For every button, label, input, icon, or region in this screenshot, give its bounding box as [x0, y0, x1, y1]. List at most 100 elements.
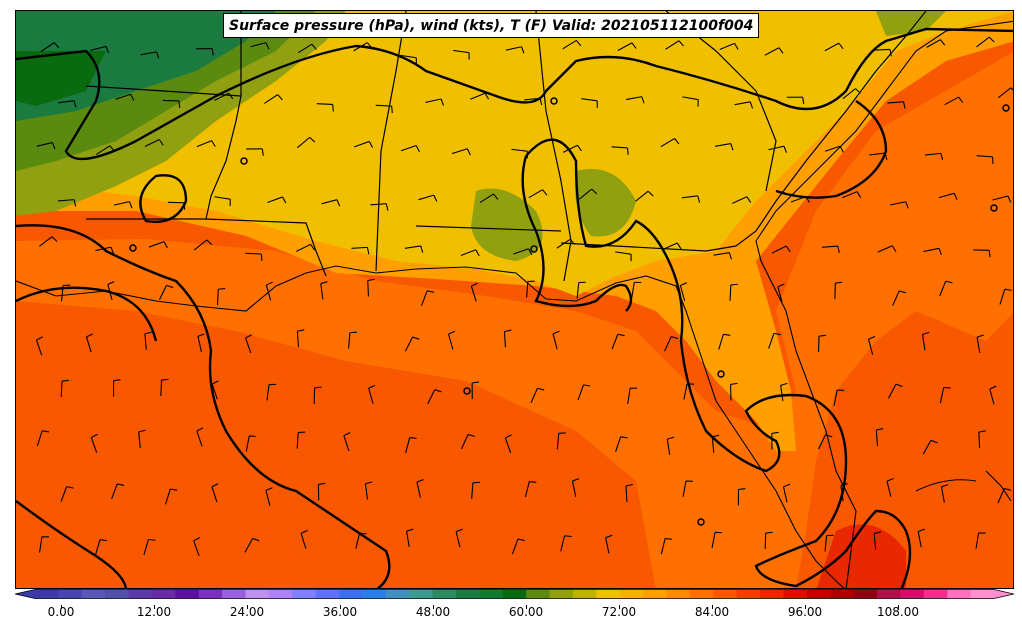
- colorbar-tick-mark: [526, 605, 527, 609]
- wind-barb-shaft: [320, 283, 324, 300]
- wind-barb-flag: [128, 201, 133, 209]
- colorbar-cell: [713, 589, 738, 599]
- wind-barb-flag: [671, 336, 679, 340]
- wind-barb-shaft: [245, 435, 250, 452]
- wind-barb-shaft: [162, 99, 179, 102]
- wind-barb-shaft: [578, 188, 593, 200]
- wind-barb-flag: [433, 194, 438, 202]
- wind-barb-flag: [738, 488, 746, 491]
- wind-barb-shaft: [447, 333, 454, 350]
- wind-barb-shaft: [556, 238, 571, 249]
- colorbar-cell: [923, 589, 948, 599]
- wind-barb-shaft: [821, 245, 838, 248]
- wind-barb-shaft: [627, 388, 631, 405]
- wind-barb-flag: [889, 49, 892, 57]
- wind-barb-flag: [835, 281, 843, 284]
- wind-barb-shaft: [503, 331, 506, 348]
- wind-barb-flag: [51, 236, 58, 242]
- colorbar-cell: [900, 589, 925, 599]
- wind-barb-flag: [420, 245, 424, 253]
- wind-barb-shaft: [999, 289, 1006, 305]
- wind-barb-flag: [415, 145, 420, 152]
- colorbar-tick-label: 36.00: [322, 605, 358, 619]
- colorbar-cell: [456, 589, 480, 599]
- wind-barb-flag: [874, 531, 882, 535]
- wind-barb-flag: [730, 283, 738, 286]
- temperature-field-olive-patch: [575, 169, 636, 237]
- wind-barb-shaft: [460, 434, 469, 450]
- wind-barb-flag: [577, 144, 582, 152]
- colorbar-cell: [245, 589, 270, 599]
- wind-barb-shaft: [216, 289, 219, 306]
- colorbar-cells: [35, 589, 995, 599]
- colorbar-tick-label: 60.00: [508, 605, 544, 619]
- wind-barb-flag: [839, 145, 844, 153]
- wind-barb-shaft: [605, 537, 610, 554]
- wind-barb-flag: [902, 101, 906, 109]
- wind-barb-shaft: [296, 432, 299, 449]
- wind-barb-flag: [475, 249, 480, 257]
- wind-barb-shaft: [144, 139, 160, 148]
- colorbar-cell: [643, 589, 668, 599]
- wind-barb-shaft: [923, 247, 940, 253]
- wind-barb-shaft: [732, 196, 748, 204]
- wind-barb-flag: [572, 478, 580, 482]
- pressure-contours: [16, 27, 1013, 588]
- wind-barb-shaft: [211, 486, 218, 503]
- wind-barb-shaft: [824, 535, 828, 552]
- wind-barb-shaft: [665, 40, 680, 50]
- wind-barb-shaft: [939, 387, 945, 404]
- wind-barb-shaft: [526, 281, 529, 298]
- wind-barb-shaft: [351, 246, 368, 249]
- wind-barb-shaft: [94, 539, 101, 556]
- wind-barb-shaft: [997, 488, 1005, 504]
- wind-barb-shaft: [664, 336, 672, 352]
- wind-barb-flag: [197, 333, 205, 337]
- wind-barb-flag: [605, 534, 613, 539]
- wind-barb-flag: [938, 248, 942, 256]
- wind-barb-flag: [520, 46, 525, 54]
- wind-barb-shaft: [35, 339, 43, 356]
- wind-barb-shaft: [615, 436, 622, 453]
- wind-barb-flag: [631, 42, 637, 49]
- wind-barb-shaft: [711, 436, 715, 453]
- wind-barb-flag: [320, 281, 328, 285]
- colorbar-tick-label: 72.00: [601, 605, 637, 619]
- wind-barb-flag: [537, 387, 545, 391]
- colorbar-cell: [760, 589, 784, 599]
- wind-barb-flag: [51, 142, 56, 150]
- wind-barb-shaft: [214, 196, 231, 200]
- colorbar-cell: [35, 589, 59, 599]
- wind-barb-shaft: [577, 384, 585, 401]
- wind-barb-shaft: [513, 248, 529, 255]
- wind-barb-flag: [564, 535, 572, 538]
- wind-barb-flag: [484, 92, 490, 100]
- wind-barb-flag: [166, 284, 174, 289]
- wind-barb-shaft: [143, 539, 149, 555]
- wind-barb-flag: [712, 434, 720, 438]
- wind-barb-shaft: [479, 193, 494, 204]
- wind-barb-flag: [749, 101, 754, 109]
- wind-barb-shaft: [348, 332, 351, 349]
- colorbar-cell: [292, 589, 317, 599]
- wind-barb-flag: [504, 329, 512, 333]
- wind-barb-flag: [298, 431, 306, 434]
- wind-barb-shaft: [989, 388, 995, 405]
- wind-barb-shaft: [111, 483, 118, 500]
- wind-barb-shaft: [662, 242, 678, 251]
- colorbar-cell: [619, 589, 644, 599]
- wind-barb-shaft: [771, 245, 787, 254]
- wind-barb-shaft: [471, 482, 474, 499]
- wind-barb-shaft: [148, 241, 165, 248]
- colorbar: [15, 589, 1014, 599]
- colorbar-cell: [830, 589, 855, 599]
- wind-barb-flag: [978, 430, 986, 433]
- wind-barb-flag: [583, 384, 591, 387]
- wind-barb-shaft: [406, 531, 410, 548]
- wind-barb-flag: [367, 278, 375, 282]
- wind-barb-shaft: [211, 383, 218, 400]
- wind-barb-shaft: [631, 282, 635, 299]
- wind-barb-shaft: [718, 334, 724, 350]
- wind-barb-flag: [66, 486, 74, 489]
- colorbar-cell: [198, 589, 223, 599]
